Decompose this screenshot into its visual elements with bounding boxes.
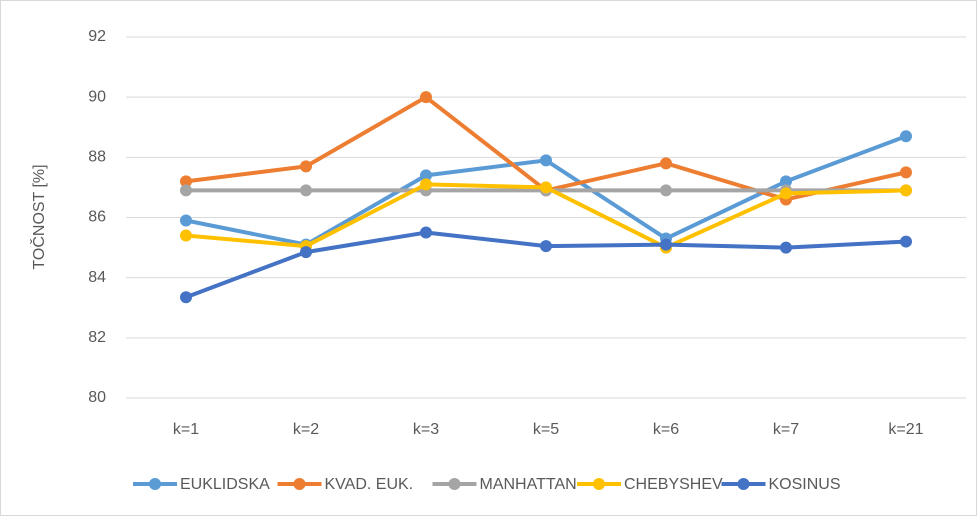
- legend-label: KVAD. EUK.: [325, 476, 414, 493]
- x-tick-label: k=21: [888, 421, 923, 438]
- y-tick-label: 90: [88, 88, 106, 105]
- legend-label: KOSINUS: [769, 476, 841, 493]
- legend-marker: [448, 478, 461, 490]
- legend-label: MANHATTAN: [480, 476, 577, 493]
- y-tick-label: 92: [88, 28, 106, 45]
- point: [540, 181, 552, 194]
- point: [180, 175, 192, 188]
- point: [660, 157, 672, 170]
- x-tick-label: k=7: [773, 421, 799, 438]
- point: [300, 184, 312, 197]
- y-tick-label: 84: [88, 269, 106, 286]
- legend-marker: [149, 478, 161, 490]
- point: [660, 184, 672, 197]
- point: [900, 130, 912, 143]
- legend-marker: [737, 478, 750, 490]
- point: [780, 241, 792, 254]
- legend-marker: [293, 478, 306, 490]
- point: [900, 235, 912, 248]
- point: [540, 154, 552, 167]
- y-tick-label: 82: [88, 329, 106, 346]
- point: [420, 169, 432, 182]
- point: [780, 175, 792, 188]
- point: [180, 184, 192, 197]
- point: [900, 166, 912, 179]
- x-tick-label: k=1: [173, 421, 199, 438]
- point: [780, 187, 792, 200]
- point: [900, 184, 912, 197]
- x-tick-label: k=3: [413, 421, 439, 438]
- point: [300, 160, 312, 173]
- point: [300, 246, 312, 259]
- x-tick-label: k=5: [533, 421, 559, 438]
- point: [540, 240, 552, 253]
- y-tick-label: 88: [88, 149, 106, 166]
- point: [180, 229, 192, 242]
- legend-marker: [593, 478, 605, 490]
- legend-label: EUKLIDSKA: [180, 476, 270, 493]
- point: [420, 91, 432, 104]
- point: [180, 214, 192, 227]
- y-tick-label: 80: [88, 389, 106, 406]
- y-axis-label: TOČNOST [%]: [29, 164, 48, 269]
- y-tick-label: 86: [88, 209, 106, 226]
- x-tick-label: k=2: [293, 421, 319, 438]
- point: [420, 226, 432, 239]
- point: [660, 238, 672, 251]
- point: [180, 291, 192, 304]
- legend-label: CHEBYSHEV: [624, 476, 723, 493]
- point: [420, 178, 432, 191]
- x-tick-label: k=6: [653, 421, 679, 438]
